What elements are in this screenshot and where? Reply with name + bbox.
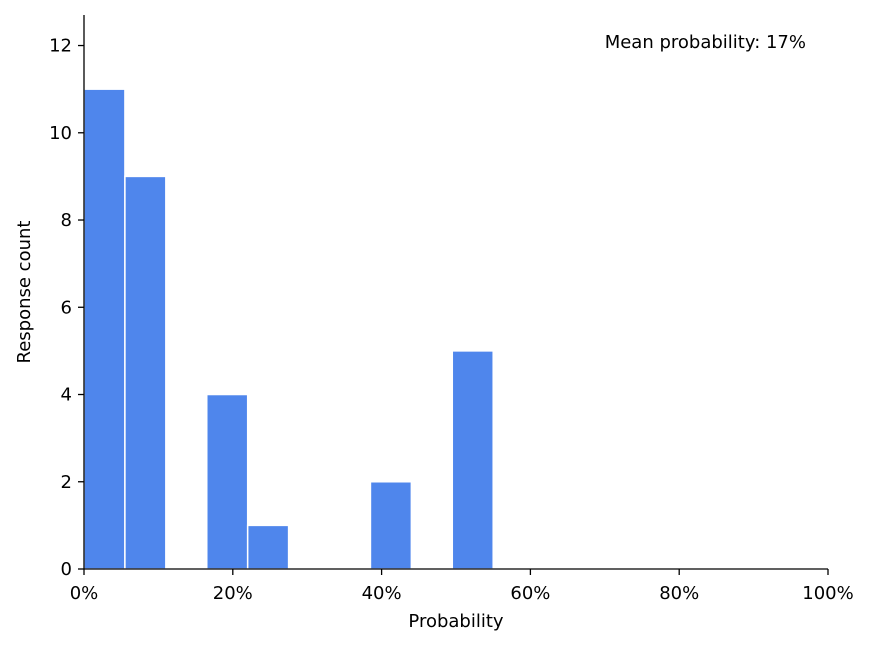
x-axis-ticks: 0% 20% 40% 60% 80% 100%	[70, 569, 854, 604]
histogram-bar-1	[124, 175, 167, 570]
y-tick-label: 0	[61, 559, 72, 580]
x-tick-label: 60%	[510, 583, 550, 604]
y-tick-label: 10	[49, 123, 72, 144]
y-tick-label: 12	[49, 36, 72, 57]
x-tick-label: 80%	[659, 583, 699, 604]
mean-probability-annotation: Mean probability: 17%	[605, 32, 806, 53]
x-tick-label: 40%	[362, 583, 402, 604]
x-tick-label: 20%	[213, 583, 253, 604]
y-axis-ticks: 0 2 4 6 8 10 12	[49, 36, 84, 580]
x-tick-label: 0%	[70, 583, 99, 604]
y-tick-label: 6	[61, 297, 72, 318]
y-tick-label: 4	[61, 385, 72, 406]
histogram-bar-7	[369, 481, 413, 570]
y-tick-label: 2	[61, 472, 72, 493]
y-tick-label: 8	[61, 210, 72, 231]
histogram-bar-0	[83, 88, 126, 570]
histogram-bar-3	[206, 393, 249, 570]
histogram-bar-4	[246, 524, 290, 570]
y-axis-title: Response count	[14, 221, 35, 364]
x-axis-title: Probability	[408, 611, 503, 632]
histogram-bar-9	[451, 350, 494, 570]
bars-group	[83, 88, 494, 570]
x-tick-label: 100%	[802, 583, 853, 604]
